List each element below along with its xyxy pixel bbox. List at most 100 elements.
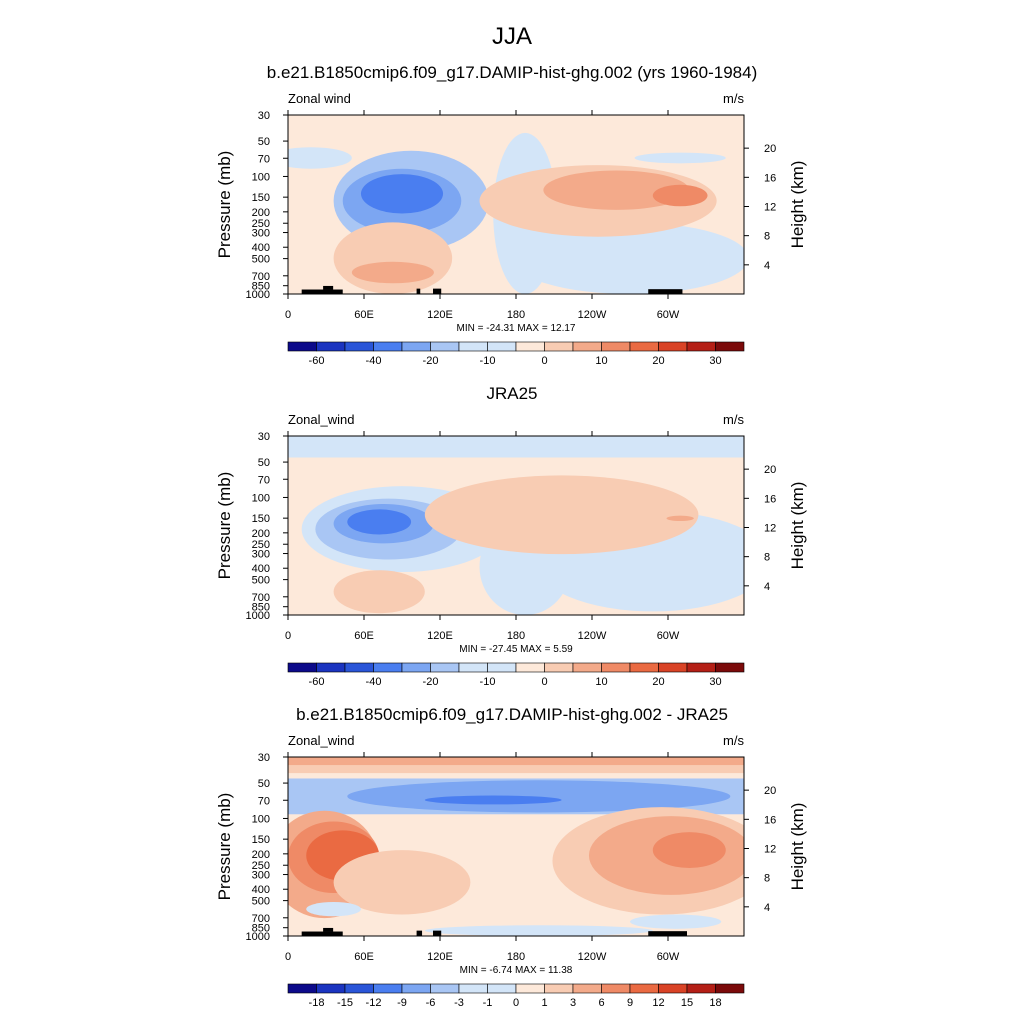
x-tick-label: 60E: [354, 630, 374, 642]
colorbar-box: [287, 983, 317, 994]
colorbar-box: [629, 662, 659, 673]
y-tick-label: 200: [252, 528, 270, 540]
colorbar-label: 3: [570, 997, 576, 1009]
orography-block: [648, 289, 683, 294]
y-right-tick-label: 12: [764, 843, 776, 855]
panel-title: b.e21.B1850cmip6.f09_g17.DAMIP-hist-ghg.…: [296, 705, 728, 724]
y-right-tick-label: 4: [764, 260, 770, 272]
colorbar-box: [401, 341, 431, 352]
y-tick-label: 700: [252, 592, 270, 604]
y-right-tick-label: 20: [764, 785, 776, 797]
y-axis-title: Pressure (mb): [215, 151, 234, 259]
y-tick-label: 150: [252, 192, 270, 204]
contour-region: [306, 901, 361, 917]
y-right-tick-label: 12: [764, 201, 776, 213]
colorbar-box: [601, 983, 631, 994]
colorbar-box: [658, 983, 688, 994]
contour-region: [288, 147, 352, 169]
colorbar-box: [401, 662, 431, 673]
colorbar-box: [544, 662, 574, 673]
colorbar-box: [629, 983, 659, 994]
contour-region: [652, 832, 726, 868]
y-tick-label: 30: [258, 431, 270, 443]
colorbar-box: [373, 341, 403, 352]
colorbar-label: 9: [627, 997, 633, 1009]
y-tick-label: 50: [258, 136, 270, 148]
contour-region: [288, 436, 744, 458]
x-tick-label: 60W: [657, 630, 680, 642]
y-tick-label: 70: [258, 474, 270, 486]
contour-region: [630, 914, 722, 929]
contour-region: [652, 184, 708, 207]
colorbar-box: [629, 341, 659, 352]
colorbar-box: [658, 341, 688, 352]
y-tick-label: 200: [252, 207, 270, 219]
orography-block: [648, 931, 687, 936]
x-tick-label: 60W: [657, 951, 680, 963]
y-tick-label: 50: [258, 778, 270, 790]
colorbar-box: [544, 341, 574, 352]
colorbar-box: [287, 341, 317, 352]
colorbar-box: [401, 983, 431, 994]
y-tick-label: 300: [252, 549, 270, 561]
contour-region: [333, 222, 453, 294]
colorbar-label: -18: [309, 997, 325, 1009]
colorbar-label: 0: [541, 676, 547, 688]
y-right-tick-label: 16: [764, 493, 776, 505]
x-tick-label: 120E: [427, 951, 453, 963]
y-tick-label: 30: [258, 752, 270, 764]
colorbar-label: 0: [541, 355, 547, 367]
colorbar-box: [316, 341, 346, 352]
x-tick-label: 120E: [427, 309, 453, 321]
y-tick-label: 70: [258, 153, 270, 165]
y-axis-title: Pressure (mb): [215, 472, 234, 580]
min-max-stats: MIN = -27.45 MAX = 5.59: [459, 644, 573, 655]
colorbar-label: -1: [483, 997, 493, 1009]
orography-block: [433, 930, 442, 936]
y-right-tick-label: 20: [764, 464, 776, 476]
colorbar-label: 10: [595, 355, 607, 367]
units-label: m/s: [723, 733, 744, 748]
y-tick-label: 200: [252, 849, 270, 861]
y-tick-label: 850: [252, 281, 270, 293]
colorbar-label: -9: [397, 997, 407, 1009]
orography-block: [433, 288, 442, 294]
colorbar-label: 18: [709, 997, 721, 1009]
colorbar-box: [430, 662, 460, 673]
colorbar-box: [487, 341, 517, 352]
contour-field: [288, 757, 744, 936]
colorbar-label: 20: [652, 676, 664, 688]
colorbar-box: [373, 983, 403, 994]
y-tick-label: 50: [258, 457, 270, 469]
colorbar-label: -6: [426, 997, 436, 1009]
colorbar-label: -10: [480, 355, 496, 367]
colorbar-box: [715, 341, 745, 352]
colorbar-box: [686, 983, 716, 994]
units-label: m/s: [723, 412, 744, 427]
y-right-tick-label: 16: [764, 814, 776, 826]
y-tick-label: 300: [252, 228, 270, 240]
colorbar-box: [458, 662, 488, 673]
colorbar-label: 20: [652, 355, 664, 367]
variable-label: Zonal_wind: [288, 733, 355, 748]
y-right-tick-label: 8: [764, 231, 770, 243]
y-tick-label: 100: [252, 813, 270, 825]
y-tick-label: 400: [252, 242, 270, 254]
y-tick-label: 400: [252, 884, 270, 896]
x-tick-label: 0: [285, 309, 291, 321]
orography-block: [416, 930, 423, 936]
contour-region: [347, 509, 412, 535]
y-right-tick-label: 12: [764, 522, 776, 534]
colorbar-box: [686, 341, 716, 352]
x-tick-label: 120W: [578, 951, 607, 963]
colorbar-label: -15: [337, 997, 353, 1009]
colorbar: -60 -40 -20 -10 0 10 20 30: [287, 662, 745, 688]
y-tick-label: 1000: [246, 931, 270, 943]
colorbar-label: -40: [366, 355, 382, 367]
colorbar-label: -60: [309, 355, 325, 367]
orography-block: [301, 289, 343, 294]
colorbar-label: 10: [595, 676, 607, 688]
panels: b.e21.B1850cmip6.f09_g17.DAMIP-hist-ghg.…: [215, 63, 807, 1009]
